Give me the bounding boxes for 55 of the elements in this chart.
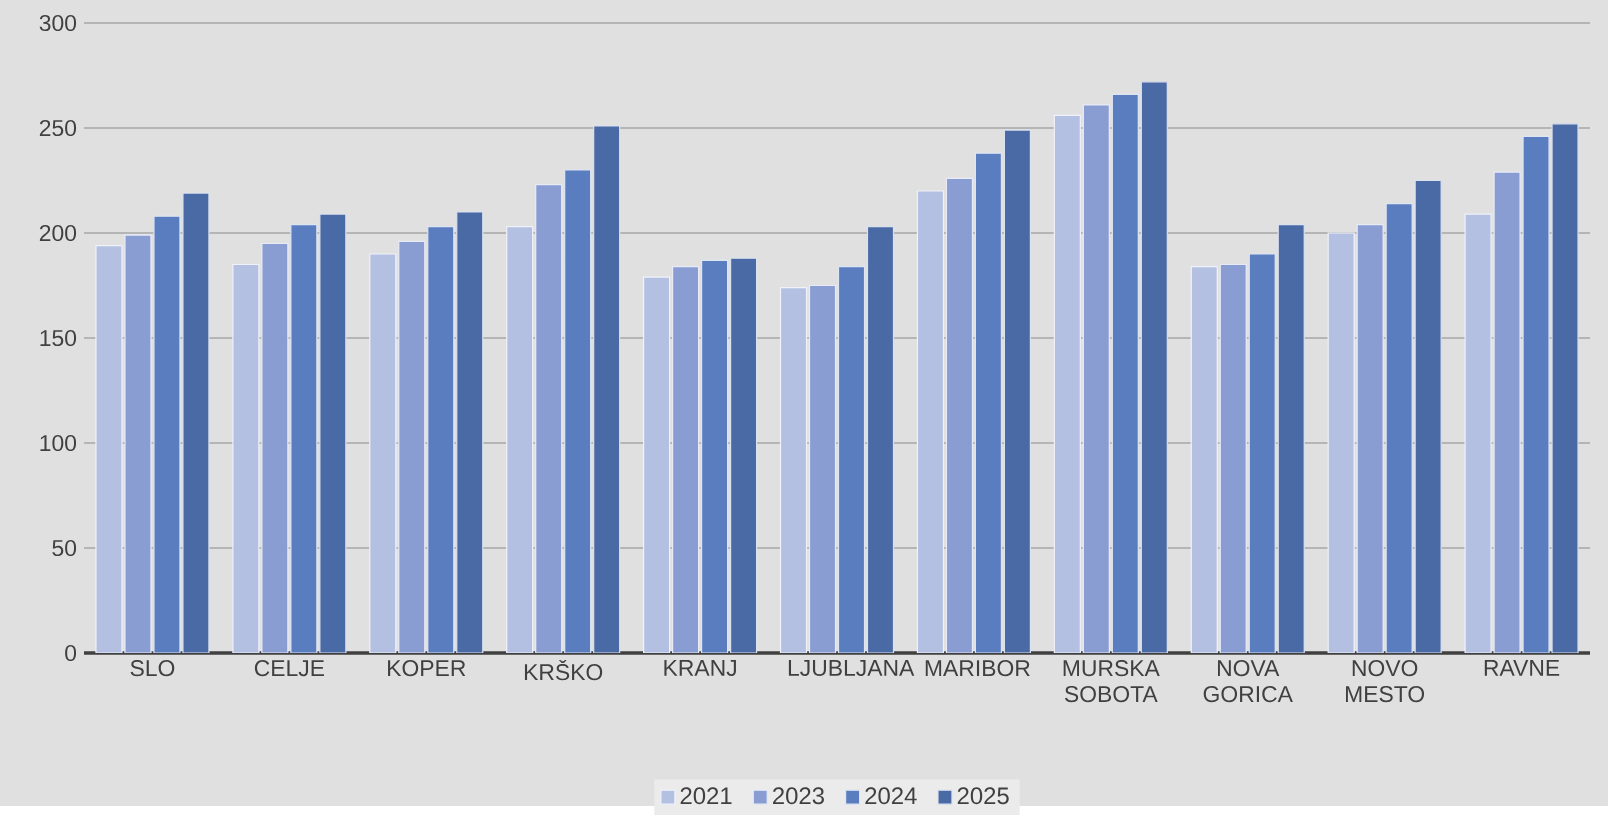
legend-label: 2025 bbox=[957, 787, 1009, 805]
bar bbox=[1385, 203, 1413, 653]
x-tick-label: LJUBLJANA bbox=[788, 660, 915, 677]
bar bbox=[153, 215, 181, 653]
bar bbox=[506, 226, 534, 653]
y-tick-label: 200 bbox=[39, 224, 77, 242]
bar bbox=[945, 177, 974, 653]
bar bbox=[1522, 135, 1550, 653]
x-tick-label: NOVA GORICA bbox=[1203, 660, 1293, 703]
bar bbox=[837, 266, 866, 653]
bar bbox=[1219, 263, 1247, 653]
bar bbox=[427, 226, 455, 653]
bar bbox=[729, 257, 758, 653]
bar bbox=[456, 211, 484, 653]
bar bbox=[672, 266, 700, 653]
y-tick-label: 300 bbox=[39, 14, 77, 32]
bar bbox=[564, 169, 592, 653]
bar bbox=[1327, 232, 1355, 653]
bar bbox=[1190, 266, 1218, 653]
bar bbox=[1053, 114, 1081, 653]
legend-label: 2021 bbox=[680, 787, 732, 805]
y-tick-label: 250 bbox=[39, 119, 77, 137]
bar bbox=[1111, 93, 1139, 653]
bar bbox=[1140, 81, 1168, 653]
y-tick-label: 150 bbox=[40, 329, 77, 347]
legend-label: 2024 bbox=[865, 787, 917, 805]
x-tick-label: MURSKA SOBOTA bbox=[1063, 660, 1160, 703]
bar bbox=[398, 240, 426, 653]
bar bbox=[643, 276, 671, 653]
bar bbox=[369, 253, 397, 653]
bar bbox=[916, 190, 945, 653]
x-tick-label: KRŠKO bbox=[524, 660, 603, 681]
x-tick-label: CELJE bbox=[254, 660, 325, 677]
bar bbox=[1248, 253, 1276, 653]
y-tick-label: 0 bbox=[65, 644, 77, 662]
bar bbox=[535, 184, 563, 653]
bar bbox=[1277, 224, 1305, 653]
bar bbox=[700, 259, 729, 653]
bar bbox=[1082, 104, 1110, 653]
x-tick-label: RAVNE bbox=[1484, 660, 1560, 676]
bar bbox=[290, 224, 318, 653]
x-tick-label: NOVO MESTO bbox=[1345, 660, 1425, 703]
bar bbox=[593, 125, 621, 653]
x-tick-label: SLO bbox=[130, 660, 175, 677]
x-tick-label: KOPER bbox=[388, 660, 466, 677]
bar bbox=[866, 226, 895, 653]
bar bbox=[1003, 129, 1032, 653]
x-tick-label: MARIBOR bbox=[925, 660, 1030, 677]
x-tick-label: KRANJ bbox=[664, 660, 736, 677]
bar bbox=[779, 287, 808, 653]
y-tick-label: 100 bbox=[40, 434, 77, 452]
bar bbox=[808, 284, 837, 653]
legend-label: 2023 bbox=[773, 787, 824, 805]
bar bbox=[974, 152, 1003, 653]
y-tick-label: 50 bbox=[52, 539, 77, 557]
